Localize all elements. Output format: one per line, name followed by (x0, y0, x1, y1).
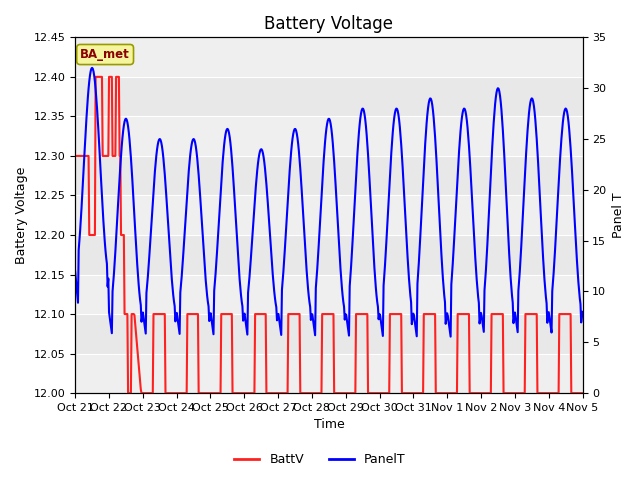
Bar (75, 37, 582, 77)
Y-axis label: Battery Voltage: Battery Voltage (15, 167, 28, 264)
Bar (75, 354, 582, 393)
Title: Battery Voltage: Battery Voltage (264, 15, 394, 33)
Bar (75, 275, 582, 314)
X-axis label: Time: Time (314, 419, 344, 432)
Y-axis label: Panel T: Panel T (612, 192, 625, 238)
Bar (75, 116, 582, 156)
Legend: BattV, PanelT: BattV, PanelT (229, 448, 411, 471)
Bar (75, 195, 582, 235)
Text: BA_met: BA_met (80, 48, 130, 61)
